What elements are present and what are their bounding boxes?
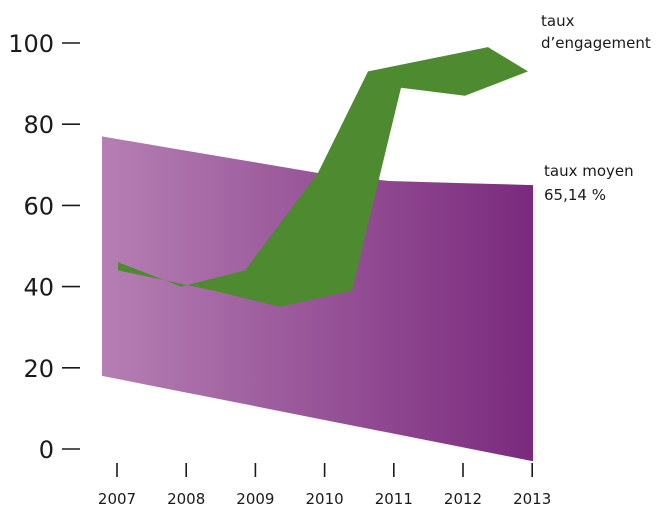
x-tick-label: 2007 (98, 490, 136, 508)
y-tick-label: 20 (23, 355, 54, 383)
annotation-engagement-line: taux (541, 12, 575, 30)
x-tick-label: 2012 (444, 490, 482, 508)
y-tick-label: 40 (23, 274, 54, 302)
axes: 0 20 40 60 80 100 2007 2008 2009 2010 2011 2012 2013 (8, 30, 551, 508)
series-taux-engagement-area (118, 47, 528, 307)
annotation-moyen-line: taux moyen (544, 162, 634, 180)
annotation-moyen-line: 65,14 % (544, 186, 606, 204)
x-tick-label: 2010 (306, 490, 344, 508)
x-tick-label: 2011 (375, 490, 413, 508)
x-tick-label: 2013 (513, 490, 551, 508)
series-layer (102, 47, 533, 462)
x-tick-label: 2008 (167, 490, 205, 508)
x-tick-label: 2009 (236, 490, 274, 508)
y-tick-label: 60 (23, 192, 54, 220)
y-tick-label: 80 (23, 111, 54, 139)
annotations: taux d’engagement taux moyen 65,14 % (541, 12, 651, 204)
y-tick-label: 0 (39, 436, 54, 464)
y-tick-label: 100 (8, 30, 54, 58)
annotation-engagement-line: d’engagement (541, 34, 651, 52)
series-taux-moyen-area (102, 136, 533, 462)
